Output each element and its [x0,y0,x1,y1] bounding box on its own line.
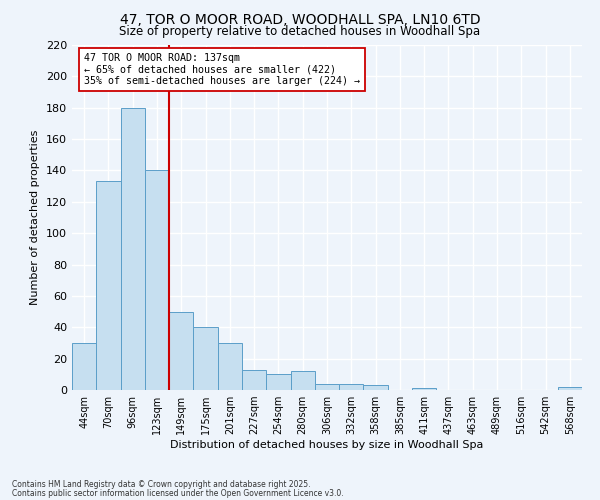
Text: Contains HM Land Registry data © Crown copyright and database right 2025.: Contains HM Land Registry data © Crown c… [12,480,311,489]
Text: 47, TOR O MOOR ROAD, WOODHALL SPA, LN10 6TD: 47, TOR O MOOR ROAD, WOODHALL SPA, LN10 … [119,12,481,26]
Text: Size of property relative to detached houses in Woodhall Spa: Size of property relative to detached ho… [119,25,481,38]
Bar [364,386,388,390]
Bar [218,343,242,390]
Bar [266,374,290,390]
Bar [315,384,339,390]
Bar [121,108,145,390]
Bar [242,370,266,390]
Bar [412,388,436,390]
Text: 47 TOR O MOOR ROAD: 137sqm
← 65% of detached houses are smaller (422)
35% of sem: 47 TOR O MOOR ROAD: 137sqm ← 65% of deta… [85,53,361,86]
Bar [145,170,169,390]
Bar [290,371,315,390]
Bar [72,343,96,390]
Bar [558,387,582,390]
Bar [193,328,218,390]
Bar [96,182,121,390]
Text: Contains public sector information licensed under the Open Government Licence v3: Contains public sector information licen… [12,488,344,498]
Bar [339,384,364,390]
Bar [169,312,193,390]
Y-axis label: Number of detached properties: Number of detached properties [31,130,40,305]
X-axis label: Distribution of detached houses by size in Woodhall Spa: Distribution of detached houses by size … [170,440,484,450]
